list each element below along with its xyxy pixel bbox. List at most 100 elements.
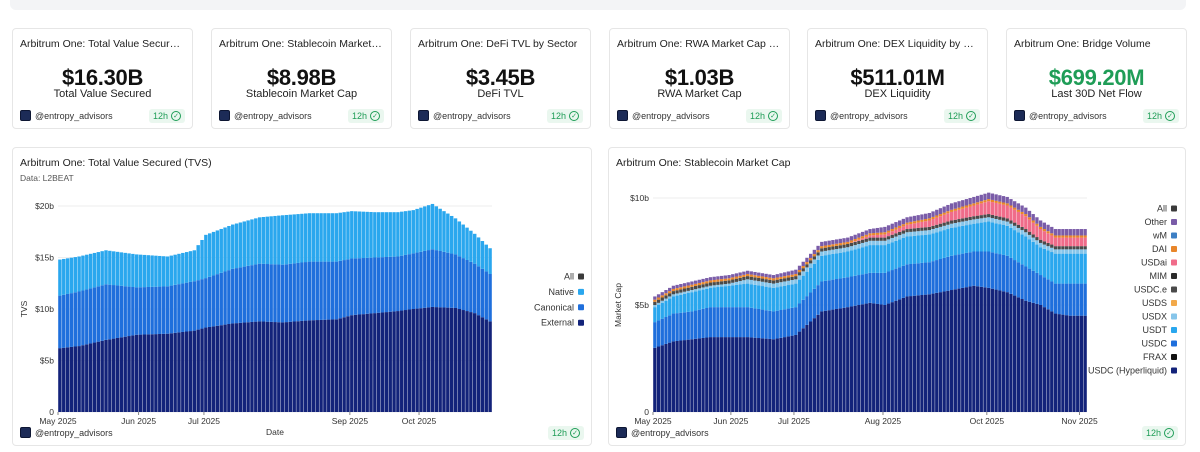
bar-segment (864, 273, 868, 304)
bar-segment (868, 237, 872, 241)
bar-segment (1068, 283, 1072, 316)
bar-segment (1013, 295, 1017, 412)
kpi-author[interactable]: @entropy_advisors (219, 110, 312, 121)
bar-segment (920, 295, 924, 412)
chart-author[interactable]: @entropy_advisors (616, 427, 709, 438)
bar-segment (1046, 242, 1050, 247)
bar-segment (879, 232, 883, 235)
bar-segment (898, 220, 902, 226)
bar-segment (968, 206, 972, 217)
bar-segment (1053, 229, 1058, 236)
bar-segment (860, 274, 865, 305)
bar-segment (1057, 246, 1061, 250)
bar-segment (1009, 227, 1013, 258)
avatar (617, 110, 628, 121)
bar-segment (923, 219, 928, 222)
kpi-author[interactable]: @entropy_advisors (617, 110, 710, 121)
kpi-author[interactable]: @entropy_advisors (418, 110, 511, 121)
bar-segment (734, 273, 739, 277)
bar-segment (181, 331, 185, 412)
bar-segment (757, 275, 761, 278)
kpi-author[interactable]: @entropy_advisors (815, 110, 908, 121)
bar-segment (764, 286, 768, 311)
bar-segment (916, 231, 920, 236)
bar-segment (890, 231, 894, 235)
bar-segment (783, 337, 787, 412)
bar-segment (181, 252, 185, 284)
bar-segment (668, 315, 672, 343)
bar-segment (816, 250, 820, 253)
bar-segment (760, 338, 765, 412)
bar-segment (169, 255, 174, 286)
freshness-badge[interactable]: 12h ✓ (745, 109, 782, 123)
bar-segment (886, 230, 891, 233)
bar-segment (1016, 232, 1021, 263)
bar-segment (403, 310, 408, 412)
bar-segment (457, 221, 462, 257)
bar-segment (849, 250, 854, 277)
bar-segment (686, 293, 690, 312)
kpi-card[interactable]: Arbitrum One: Bridge Volume $699.20M Last … (1006, 28, 1187, 129)
bar-segment (184, 331, 189, 412)
bar-segment (1064, 253, 1069, 284)
bar-segment (392, 256, 396, 312)
bar-segment (812, 263, 817, 289)
freshness-badge[interactable]: 12h ✓ (546, 109, 583, 123)
tvs-chart[interactable]: 0 $5b $10b $15b $20b May 2025 Jun 2025 Jul 2025… (13, 148, 591, 445)
freshness-badge[interactable]: 12h ✓ (347, 109, 384, 123)
bar-segment (442, 307, 446, 412)
bar-segment (742, 276, 746, 281)
bar-segment (123, 286, 127, 337)
bar-segment (957, 219, 961, 223)
bar-segment (868, 272, 872, 303)
bar-segment (846, 244, 850, 248)
stablecoin-chart[interactable]: 0 $5b $10b May 2025 Jun 2025 Jul 2025 Aug 2025… (609, 148, 1185, 445)
kpi-card[interactable]: Arbitrum One: Total Value Secured (TVS) $… (12, 28, 193, 129)
bar-segment (931, 225, 935, 230)
bar-segment (1072, 246, 1076, 250)
bar-segment (311, 213, 316, 262)
bar-segment (775, 279, 779, 283)
freshness-badge[interactable]: 12h ✓ (943, 109, 980, 123)
freshness-badge[interactable]: 12h ✓ (148, 109, 185, 123)
bar-segment (296, 321, 300, 412)
chart-author[interactable]: @entropy_advisors (20, 427, 113, 438)
kpi-card[interactable]: Arbitrum One: RWA Market Cap by Issuer $1… (609, 28, 790, 129)
bar-segment (820, 246, 824, 249)
bar-segment (935, 260, 939, 293)
freshness-badge[interactable]: 12h ✓ (547, 426, 584, 440)
bar-segment (415, 208, 419, 253)
freshness-badge[interactable]: 12h ✓ (1141, 426, 1178, 440)
bar-segment (1053, 253, 1058, 284)
bar-segment (238, 322, 243, 412)
bar-segment (1057, 283, 1061, 315)
bar-segment (694, 283, 698, 286)
kpi-author[interactable]: @entropy_advisors (1014, 110, 1107, 121)
check-icon: ✓ (1165, 111, 1175, 121)
legend-label: FRAX (1143, 352, 1167, 362)
bar-segment (883, 245, 887, 273)
y-tick-label: $10b (630, 193, 649, 203)
bar-segment (1013, 222, 1017, 226)
kpi-card[interactable]: Arbitrum One: DEX Liquidity by Protocol $… (807, 28, 988, 129)
bar-segment (990, 214, 995, 219)
bar-segment (968, 252, 972, 287)
bar-segment (369, 313, 373, 412)
freshness-badge[interactable]: 12h ✓ (1142, 109, 1179, 123)
bar-segment (816, 314, 820, 412)
bar-segment (196, 280, 200, 330)
bar-segment (231, 224, 235, 269)
bar-segment (757, 338, 761, 412)
bar-segment (846, 307, 850, 412)
bar-segment (1009, 293, 1013, 412)
bar-segment (1024, 236, 1028, 267)
kpi-card[interactable]: Arbitrum One: DeFi TVL by Sector $3.45B De… (410, 28, 591, 129)
bar-segment (727, 278, 731, 281)
kpi-author[interactable]: @entropy_advisors (20, 110, 113, 121)
legend-label: All (564, 272, 574, 282)
bar-segment (705, 278, 709, 282)
bar-segment (350, 315, 354, 412)
bar-segment (942, 291, 946, 412)
bar-segment (1076, 315, 1080, 412)
kpi-card[interactable]: Arbitrum One: Stablecoin Market Cap $8.98… (211, 28, 392, 129)
